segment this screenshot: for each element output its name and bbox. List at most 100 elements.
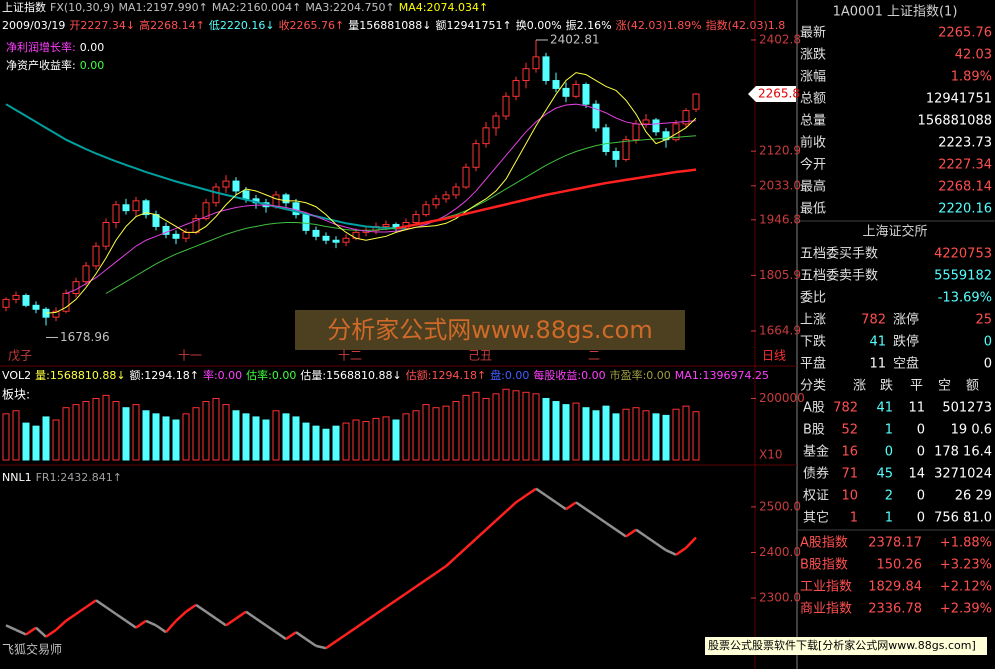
y-tick-label: 2500.0 xyxy=(759,499,801,513)
quote-value: 42.03 xyxy=(955,48,992,63)
volume-bar xyxy=(392,419,400,461)
nnl-segment xyxy=(375,606,387,616)
volume-bar xyxy=(582,407,590,461)
volume-bar xyxy=(402,413,410,461)
table-cell: 0 xyxy=(917,423,925,438)
x-tick-label: 十二 xyxy=(338,349,362,363)
x-tick-label: 二 xyxy=(588,349,600,363)
x-tick-label: 十一 xyxy=(178,349,202,363)
breadth-label: 跌停 xyxy=(893,334,919,350)
candle-body xyxy=(412,214,420,224)
candle-body xyxy=(212,186,220,204)
header-group: 2009/03/19 开2227.34↓ 高2268.14↑ 低2220.16↓ 收22… xyxy=(2,18,785,32)
nnl-segment xyxy=(15,628,27,636)
candle-body xyxy=(272,194,280,208)
nnl-segment xyxy=(365,612,377,622)
volume-bar xyxy=(472,391,480,461)
nnl-segment xyxy=(385,599,397,609)
nnl-segment xyxy=(85,599,97,609)
nnl-segment xyxy=(615,528,627,538)
volume-bar xyxy=(152,413,160,461)
nnl-segment xyxy=(465,537,477,549)
candle-body xyxy=(12,294,20,300)
table-cell: 26 29 xyxy=(955,489,992,504)
candle-body xyxy=(552,80,560,89)
nnl-segment xyxy=(475,528,487,540)
header-group: 上证指数 FX(10,30,9) MA1:2197.990↑ MA2:2160.004… xyxy=(2,0,488,14)
header-item: 低2220.16↓ xyxy=(209,19,275,32)
header-item: 市盈率:0.00 xyxy=(610,368,671,382)
quote-panel: 1A0001 上证指数(1) 最新 2265.76 涨跌 42.03 涨幅 1.89% 总额 1… xyxy=(800,5,992,617)
candle-body xyxy=(592,103,600,129)
header-item: 换0.00% xyxy=(516,18,562,32)
nnl-segment xyxy=(395,592,407,602)
candle-body xyxy=(622,139,630,160)
candle-body xyxy=(342,237,350,243)
volume-bar xyxy=(102,394,110,461)
nnl-segment xyxy=(125,619,137,629)
volume-bar xyxy=(592,410,600,461)
candle-body xyxy=(2,298,10,308)
volume-bar xyxy=(172,419,180,461)
nnl-segment xyxy=(355,619,367,629)
nnl-segment xyxy=(605,521,617,531)
candle-body xyxy=(532,56,540,70)
table-cell: 1 xyxy=(850,511,858,526)
header-item: 量:1568810.88↓ xyxy=(35,369,125,382)
nnl-segment xyxy=(5,624,17,632)
volume-bar xyxy=(322,428,330,461)
volume-bar xyxy=(72,404,80,461)
breadth-value: 41 xyxy=(869,335,886,350)
header-line: 净利润增长率: 0.00 xyxy=(6,40,104,54)
candle-body xyxy=(322,235,330,241)
ma-line xyxy=(45,72,697,314)
nnl-segment xyxy=(655,542,667,552)
breadth-value: 0 xyxy=(984,335,992,350)
nnl-segment xyxy=(215,617,227,627)
nnl-segment xyxy=(105,606,117,616)
table-cell: 16 xyxy=(841,445,858,460)
quote-label: 前收 xyxy=(800,135,826,151)
volume-bar xyxy=(572,402,580,461)
candle-body xyxy=(422,204,430,216)
header-item: 振2.16% xyxy=(566,18,612,32)
volume-bar xyxy=(462,394,470,461)
candle-body xyxy=(482,127,490,145)
volume-bar xyxy=(22,422,30,461)
breadth-value: 25 xyxy=(975,313,992,328)
ma-line xyxy=(395,168,697,230)
candle-body xyxy=(312,229,320,237)
candle-body xyxy=(122,204,130,212)
volume-bar xyxy=(612,413,620,461)
table-cell: 其它 xyxy=(803,510,829,526)
index-value: 150.26 xyxy=(877,558,923,573)
nnl-segment xyxy=(265,624,277,634)
breadth-label: 空盘 xyxy=(893,356,919,372)
annotation: 1678.96 xyxy=(60,330,110,344)
candle-body xyxy=(232,180,240,192)
volume-bar xyxy=(52,419,60,461)
candle-body xyxy=(492,115,500,129)
volume-bar xyxy=(122,407,130,461)
table-cell: 19 0.6 xyxy=(951,423,992,438)
quote-value: 12941751 xyxy=(926,92,992,107)
index-name: 工业指数 xyxy=(800,580,852,595)
index-name: 商业指数 xyxy=(800,602,852,617)
candle-body xyxy=(542,56,550,82)
header-item: 估额:1294.18↑ xyxy=(406,369,486,382)
y-tick-label: 1805.9 xyxy=(759,268,801,282)
nnl-segment xyxy=(45,628,57,638)
header-item: MA3:2204.750↑ xyxy=(305,1,394,14)
y-tick-label: 1946.8 xyxy=(759,212,801,226)
nnl-segment xyxy=(525,487,537,497)
table-cell: 178 16.4 xyxy=(934,445,992,460)
breadth-label: 平盘 xyxy=(800,356,826,372)
volume-bar xyxy=(692,411,700,461)
nnl-segment xyxy=(405,585,417,595)
quote-value: 1.89% xyxy=(951,70,992,85)
table-cell: 3271024 xyxy=(934,467,992,482)
nnl-segment xyxy=(535,487,547,497)
volume-bar xyxy=(92,397,100,461)
breadth-label: 上涨 xyxy=(800,313,826,328)
nnl-segment xyxy=(585,508,597,518)
